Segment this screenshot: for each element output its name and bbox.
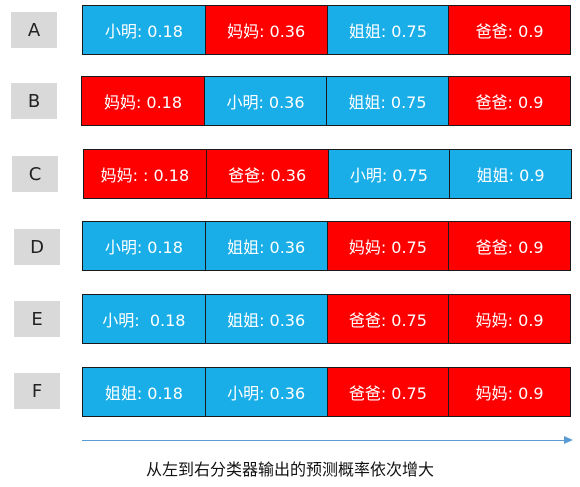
cell-b-3: 姐姐: 0.75 [326,77,448,125]
cell-e-3: 爸爸: 0.75 [326,295,449,343]
ranking-row-b: B 妈妈: 0.18 小明: 0.36 姐姐: 0.75 爸爸: 0.9 [0,76,580,128]
cell-c-3: 小明: 0.75 [327,150,450,198]
row-label-f: F [14,373,60,409]
ranking-row-f: F 姐姐: 0.18 小明: 0.36 爸爸: 0.75 妈妈: 0.9 [0,367,580,419]
ranking-bar-b: 妈妈: 0.18 小明: 0.36 姐姐: 0.75 爸爸: 0.9 [81,76,571,126]
cell-c-4: 姐姐: 0.9 [449,150,571,198]
cell-e-2: 姐姐: 0.36 [204,295,327,343]
cell-c-1: 妈妈: : 0.18 [84,150,206,198]
row-label-d: D [14,229,60,265]
cell-c-2: 爸爸: 0.36 [205,150,328,198]
cell-b-2: 小明: 0.36 [204,77,326,125]
ranking-bar-a: 小明: 0.18 妈妈: 0.36 姐姐: 0.75 爸爸: 0.9 [82,5,571,55]
cell-a-1: 小明: 0.18 [83,6,205,54]
cell-a-2: 妈妈: 0.36 [204,6,327,54]
cell-d-1: 小明: 0.18 [83,222,205,270]
row-label-a: A [11,12,57,48]
cell-f-2: 小明: 0.36 [204,368,327,416]
arrow-caption: 从左到右分类器输出的预测概率依次增大 [145,460,434,479]
ranking-bar-d: 小明: 0.18 姐姐: 0.36 妈妈: 0.75 爸爸: 0.9 [82,221,571,271]
cell-a-3: 姐姐: 0.75 [326,6,449,54]
ranking-row-c: C 妈妈: : 0.18 爸爸: 0.36 小明: 0.75 姐姐: 0.9 [0,149,580,201]
cell-f-4: 妈妈: 0.9 [448,368,570,416]
cell-f-3: 爸爸: 0.75 [326,368,449,416]
ranking-row-a: A 小明: 0.18 妈妈: 0.36 姐姐: 0.75 爸爸: 0.9 [0,4,580,56]
cell-d-3: 妈妈: 0.75 [326,222,449,270]
ranking-row-d: D 小明: 0.18 姐姐: 0.36 妈妈: 0.75 爸爸: 0.9 [0,221,580,273]
row-label-c: C [12,156,58,192]
cell-e-1: 小明: 0.18 [83,295,205,343]
row-label-b: B [11,83,57,119]
ranking-bar-e: 小明: 0.18 姐姐: 0.36 爸爸: 0.75 妈妈: 0.9 [82,294,571,344]
arrow-head-icon [564,436,573,444]
cell-b-4: 爸爸: 0.9 [448,77,570,125]
ranking-row-e: E 小明: 0.18 姐姐: 0.36 爸爸: 0.75 妈妈: 0.9 [0,294,580,346]
ranking-bar-f: 姐姐: 0.18 小明: 0.36 爸爸: 0.75 妈妈: 0.9 [82,367,571,417]
probability-arrow [82,440,564,441]
row-label-e: E [14,301,60,337]
cell-d-2: 姐姐: 0.36 [204,222,327,270]
cell-d-4: 爸爸: 0.9 [448,222,570,270]
cell-b-1: 妈妈: 0.18 [82,77,204,125]
cell-e-4: 妈妈: 0.9 [448,295,570,343]
cell-a-4: 爸爸: 0.9 [448,6,570,54]
ranking-bar-c: 妈妈: : 0.18 爸爸: 0.36 小明: 0.75 姐姐: 0.9 [83,149,572,199]
cell-f-1: 姐姐: 0.18 [83,368,205,416]
